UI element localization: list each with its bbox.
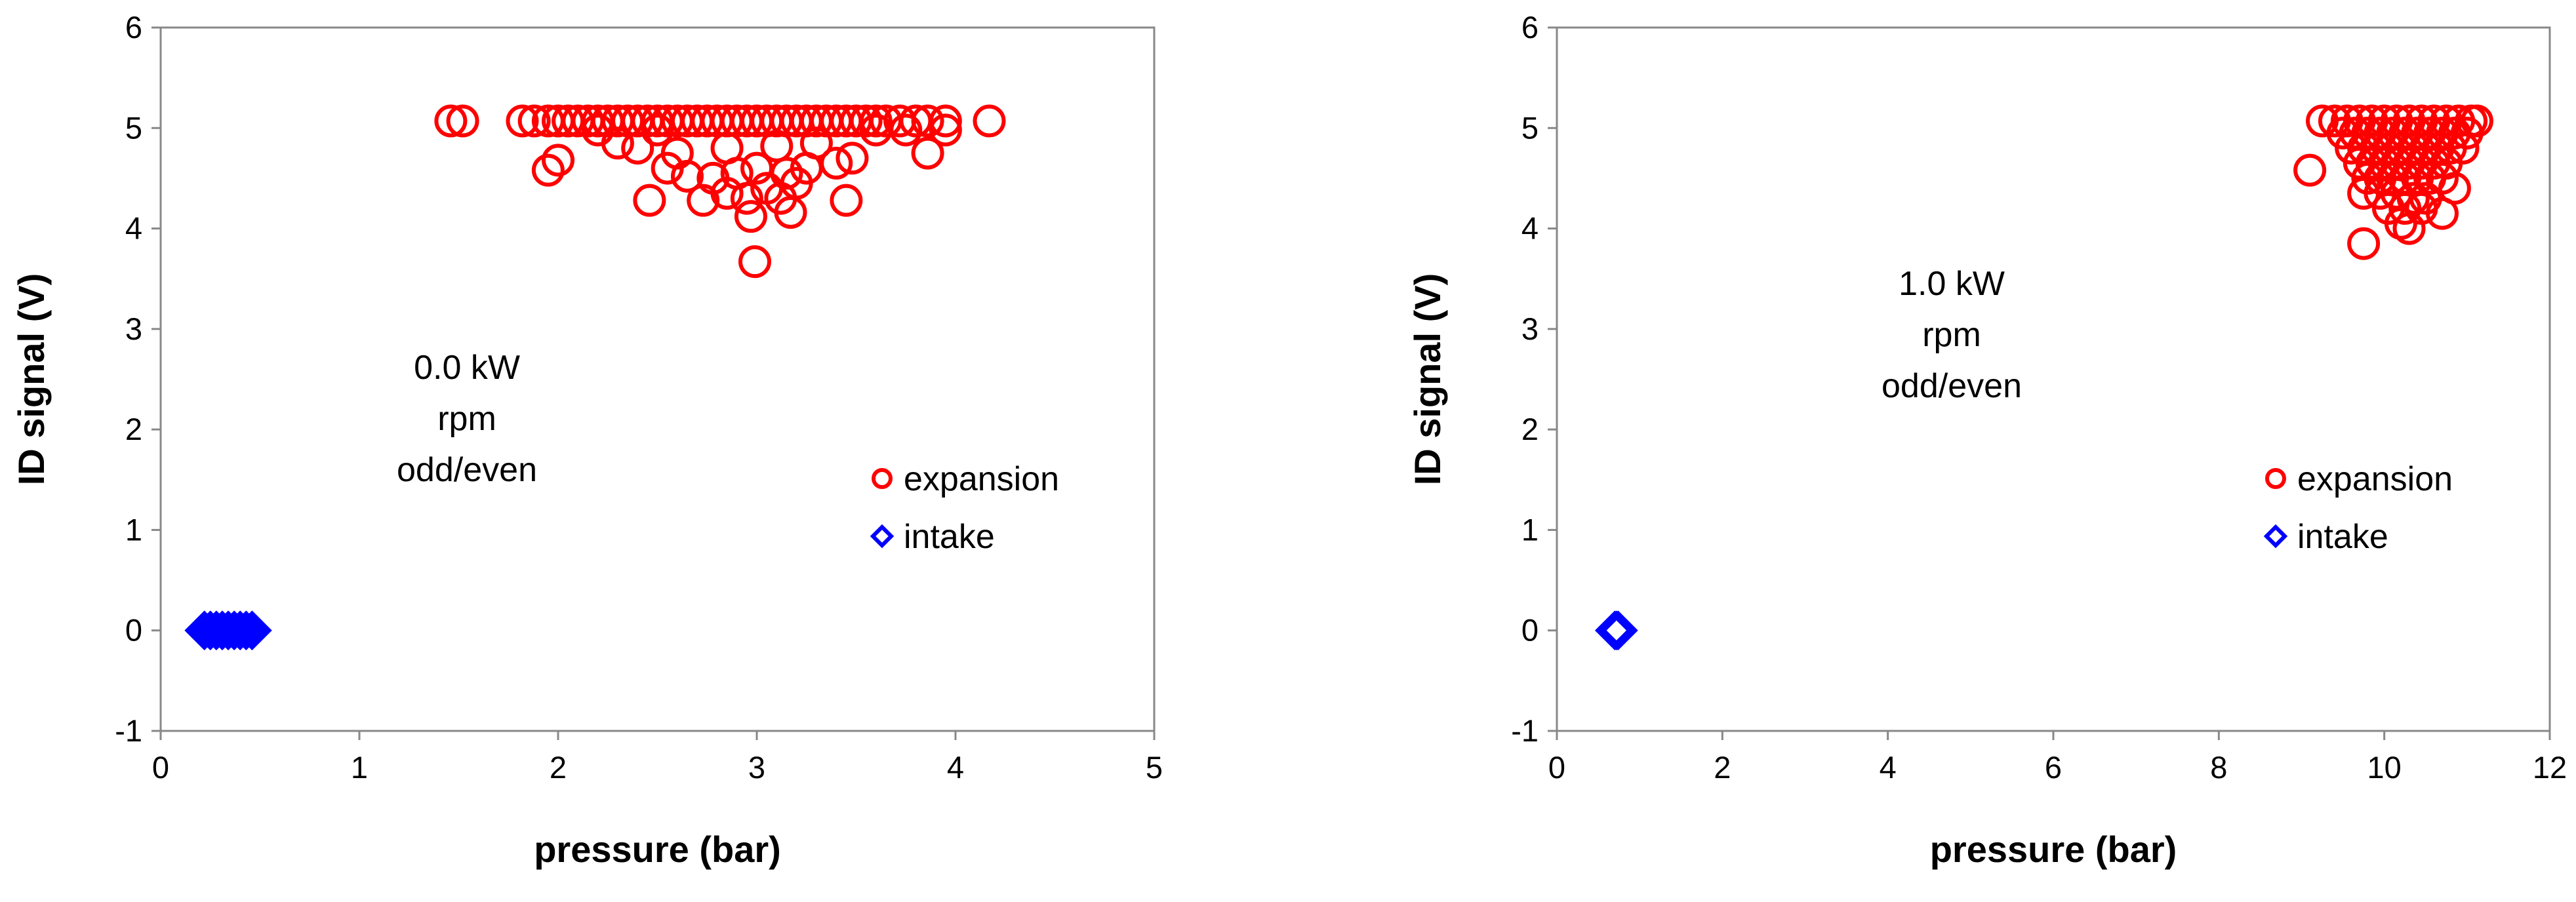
chart-left: -1 0 1 2 3 4 5 6 0 1 2 3 4 5 pressure (bar) ID signal (… [0,0,1288,899]
left-expansion-point [633,184,666,217]
right-y-tick-label: 4 [1521,211,1539,246]
left-x-tick-label: 5 [1146,750,1163,785]
left-series-expansion [434,104,1006,279]
left-x-tick-label: 1 [351,750,368,785]
left-expansion-point [621,131,654,165]
right-x-tick-label: 12 [2533,750,2567,785]
left-plot-area [159,26,1156,732]
right-x-tick-label: 6 [2045,750,2062,785]
left-x-tick-label: 4 [947,750,964,785]
left-expansion-point [710,176,744,210]
right-expansion-point [2293,153,2327,187]
left-intake-point [232,610,272,651]
right-x-tick-label: 10 [2367,750,2402,785]
left-expansion-point [859,104,893,138]
right-annotation-line: odd/even [1882,367,2022,405]
left-expansion-point [820,146,853,180]
right-series-intake [1594,610,1638,651]
left-x-tick-label: 3 [748,750,765,785]
left-x-tick-label: 2 [550,750,567,785]
left-x-axis-title: pressure (bar) [534,829,781,870]
left-expansion-point [738,245,771,279]
right-legend-label-expansion: expansion [2297,460,2453,498]
right-expansion-point [2347,227,2381,260]
left-x-tick-label: 0 [152,750,169,785]
left-legend-label-intake: intake [904,518,995,556]
left-annotation-line: rpm [437,400,496,438]
right-y-tick-label: 1 [1521,512,1539,547]
left-expansion-point [601,127,634,160]
left-expansion-point [911,136,944,170]
right-annotation-line: 1.0 kW [1899,265,2005,303]
right-y-tick-label: 5 [1521,110,1539,145]
right-annotation-line: rpm [1922,316,1981,354]
right-y-tick-label: 3 [1521,311,1539,346]
left-y-tick-label: 5 [125,110,142,145]
right-expansion-point [2347,176,2381,210]
left-expansion-point [734,200,767,233]
left-expansion-point [670,159,704,193]
left-expansion-point [641,113,674,147]
right-x-tick-label: 8 [2210,750,2227,785]
left-expansion-point [859,113,893,147]
right-legend-marker-expansion [2265,468,2286,489]
left-annotation-line: 0.0 kW [414,349,520,387]
right-y-axis-title: ID signal (V) [1407,273,1448,486]
left-series-intake [184,610,272,651]
right-y-tick-label: 6 [1521,10,1539,45]
left-expansion-point [651,151,684,185]
left-annotation-line: odd/even [397,451,537,489]
left-expansion-point [434,104,468,138]
left-legend-label-expansion: expansion [904,460,1059,498]
left-y-tick-label: 1 [125,512,142,547]
left-y-tick-label: 3 [125,311,142,346]
right-expansion-point [2388,191,2422,225]
right-x-tick-label: 2 [1714,750,1731,785]
left-legend-marker-intake [870,524,895,549]
right-legend: expansion intake [2263,460,2453,556]
left-y-tick-label: 0 [125,613,142,648]
left-legend: expansion intake [870,460,1059,556]
right-y-tick-label: -1 [1511,713,1539,748]
left-y-axis-title: ID signal (V) [10,273,52,486]
left-expansion-point [506,104,539,138]
chart-left-svg: -1 0 1 2 3 4 5 6 0 1 2 3 4 5 pressure (bar) ID signal (… [10,10,1163,870]
right-legend-marker-intake [2263,524,2288,549]
left-expansion-point [911,104,944,138]
right-legend-label-intake: intake [2297,518,2388,556]
left-expansion-point [531,153,565,187]
left-expansion-point [835,142,869,175]
right-expansion-point [2392,212,2426,245]
right-expansion-point [2425,197,2459,230]
left-y-tick-label: 6 [125,10,142,45]
left-legend-marker-expansion [872,468,893,489]
left-expansion-point [929,104,962,138]
left-expansion-point [517,104,551,138]
right-series-expansion [2293,104,2493,260]
right-x-axis-title: pressure (bar) [1930,829,2177,870]
right-intake-point [1598,610,1638,651]
left-expansion-point [973,104,1006,138]
left-expansion-point [446,104,479,138]
left-y-tick-label: 2 [125,412,142,446]
left-y-tick-label: -1 [115,713,142,748]
right-x-tick-label: 4 [1880,750,1897,785]
right-y-tick-label: 2 [1521,412,1539,446]
left-expansion-point [687,184,720,217]
left-expansion-point [730,182,763,215]
left-intake-point [220,610,260,651]
left-expansion-point [929,113,962,147]
chart-right: -1 0 1 2 3 4 5 6 0 2 4 6 8 10 12 pressure (bar) ID signa… [1288,0,2576,899]
right-y-tick-label: 0 [1521,613,1539,648]
left-intake-point [226,610,266,651]
left-expansion-point [849,104,883,138]
left-y-tick-label: 4 [125,211,142,246]
right-x-tick-label: 0 [1548,750,1565,785]
left-expansion-point [830,184,863,217]
left-expansion-point [780,167,813,200]
left-expansion-point [542,144,574,177]
